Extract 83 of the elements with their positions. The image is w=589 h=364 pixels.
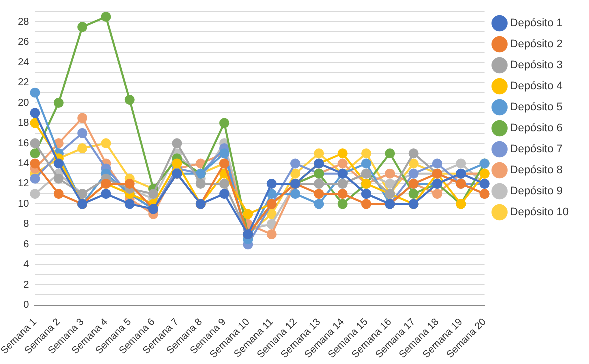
point (432, 189, 442, 200)
legend-label: Depósito 6 (510, 122, 563, 135)
y-tick-label: 26 (18, 37, 30, 48)
y-tick-label: 0 (24, 300, 30, 312)
point (30, 108, 40, 118)
legend-label: Depósito 2 (510, 38, 563, 51)
point (432, 158, 442, 169)
point (124, 95, 135, 106)
point (30, 189, 40, 200)
point (220, 189, 230, 200)
point (30, 158, 40, 169)
y-tick-label: 18 (18, 118, 30, 130)
y-tick-label: 2 (24, 280, 30, 291)
point (385, 178, 396, 189)
point (338, 148, 348, 159)
point (266, 209, 277, 220)
point (266, 219, 277, 230)
point (243, 209, 254, 220)
point (266, 178, 277, 189)
point (124, 199, 135, 210)
legend-label: Depósito 10 (510, 206, 570, 219)
point (196, 158, 206, 169)
point (101, 12, 112, 22)
point (78, 144, 88, 154)
point (196, 178, 206, 189)
y-tick-label: 6 (24, 239, 30, 250)
legend-label: Depósito 3 (510, 60, 563, 72)
legend-label: Depósito 1 (510, 18, 563, 30)
point (408, 189, 419, 200)
point (338, 199, 348, 210)
y-tick-label: 10 (18, 198, 30, 210)
y-tick-label: 8 (24, 219, 30, 230)
y-tick-label: 16 (18, 138, 30, 150)
y-tick-label: 14 (18, 158, 30, 170)
point (314, 148, 324, 159)
point (101, 189, 112, 200)
point (338, 158, 348, 169)
point (314, 199, 324, 210)
point (30, 138, 40, 148)
point (266, 230, 277, 240)
point (78, 22, 88, 32)
point (172, 158, 182, 169)
point (54, 158, 64, 169)
legend-label: Depósito 9 (510, 186, 563, 198)
point (124, 178, 135, 189)
y-tick-label: 12 (18, 178, 30, 190)
point (290, 158, 301, 169)
point (408, 148, 419, 159)
point (456, 158, 466, 169)
point (361, 158, 372, 169)
point (314, 189, 324, 200)
y-tick-label: 22 (18, 78, 30, 89)
point (30, 148, 40, 159)
point (78, 128, 88, 138)
point (338, 189, 348, 200)
point (385, 168, 396, 179)
y-tick-label: 20 (18, 98, 30, 109)
point (54, 98, 64, 108)
legend-label: Depósito 5 (510, 102, 563, 114)
point (361, 148, 372, 159)
point (30, 174, 40, 184)
point (408, 158, 419, 169)
point (266, 189, 277, 200)
point (54, 189, 64, 200)
point (54, 174, 64, 184)
point (220, 178, 230, 189)
point (101, 138, 112, 148)
point (148, 189, 159, 200)
point (78, 113, 88, 124)
point (361, 199, 372, 210)
point (30, 118, 40, 128)
y-tick-label: 24 (18, 57, 30, 68)
point (30, 88, 40, 98)
point (385, 148, 396, 159)
point (220, 118, 230, 128)
legend-label: Depósito 8 (510, 164, 563, 177)
y-tick-label: 28 (18, 16, 30, 28)
legend-label: Depósito 4 (510, 80, 563, 93)
legend-label: Depósito 7 (510, 144, 563, 156)
point (172, 138, 182, 148)
point (290, 168, 301, 179)
point (290, 189, 301, 200)
y-tick-label: 4 (24, 260, 30, 271)
